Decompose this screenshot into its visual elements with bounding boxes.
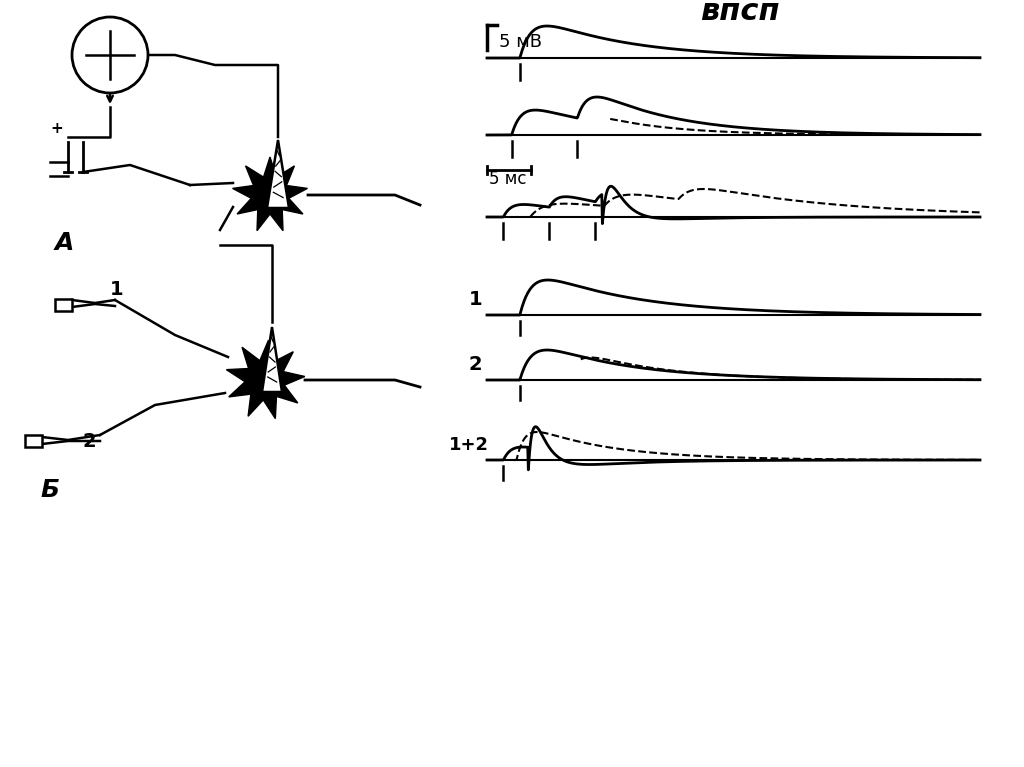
Text: 5 мс: 5 мс xyxy=(489,170,526,188)
Bar xyxy=(25,435,42,447)
Text: впсп: впсп xyxy=(700,0,779,26)
Polygon shape xyxy=(267,140,289,208)
Bar xyxy=(55,299,72,311)
Circle shape xyxy=(72,17,148,93)
Polygon shape xyxy=(262,327,282,392)
Text: Б: Б xyxy=(40,478,59,502)
Text: +: + xyxy=(50,121,62,136)
Text: Рис. Суммация возбуждений в нейроне: А – временная: один стимул (↑) и два
стимул: Рис. Суммация возбуждений в нейроне: А –… xyxy=(12,561,851,718)
Polygon shape xyxy=(232,157,307,231)
Polygon shape xyxy=(226,340,305,419)
Text: 1: 1 xyxy=(110,280,124,299)
Text: 5 мВ: 5 мВ xyxy=(499,33,542,51)
Text: 2: 2 xyxy=(82,432,95,451)
Text: А: А xyxy=(55,231,75,255)
Text: 1: 1 xyxy=(469,290,482,309)
Text: 1+2: 1+2 xyxy=(449,436,489,454)
Text: 2: 2 xyxy=(469,355,482,374)
